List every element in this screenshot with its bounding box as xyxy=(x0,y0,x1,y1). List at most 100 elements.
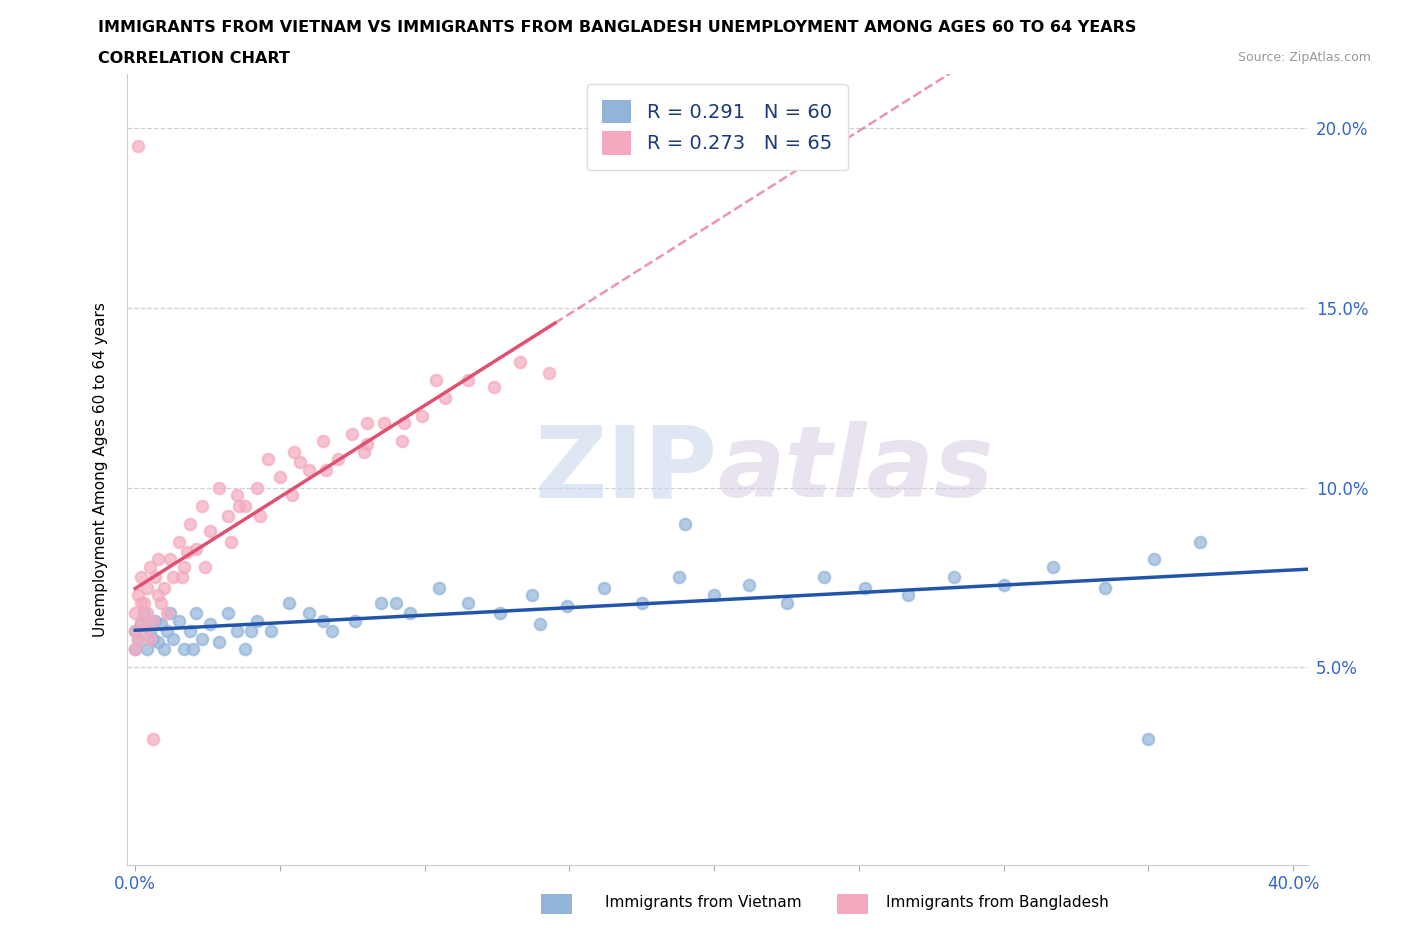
Point xyxy=(124,642,146,657)
Point xyxy=(217,509,239,524)
Point xyxy=(775,595,797,610)
Point xyxy=(132,624,155,639)
Point xyxy=(240,624,263,639)
Point xyxy=(233,642,256,657)
Point xyxy=(179,624,201,639)
Point xyxy=(1143,552,1166,567)
Point xyxy=(217,606,239,621)
Point xyxy=(167,613,190,628)
Point xyxy=(298,606,321,621)
Point xyxy=(153,580,176,595)
Point xyxy=(509,354,531,369)
Point xyxy=(312,613,335,628)
Point xyxy=(1137,732,1160,747)
Point xyxy=(538,365,561,380)
Point xyxy=(148,588,170,603)
Point xyxy=(145,570,167,585)
Point xyxy=(142,732,165,747)
Point xyxy=(159,606,181,621)
Point xyxy=(138,631,160,646)
Point xyxy=(191,631,214,646)
Point xyxy=(132,606,155,621)
Point xyxy=(135,606,157,621)
Text: IMMIGRANTS FROM VIETNAM VS IMMIGRANTS FROM BANGLADESH UNEMPLOYMENT AMONG AGES 60: IMMIGRANTS FROM VIETNAM VS IMMIGRANTS FR… xyxy=(98,20,1137,35)
Legend: R = 0.291   N = 60, R = 0.273   N = 65: R = 0.291 N = 60, R = 0.273 N = 65 xyxy=(586,84,848,170)
Point xyxy=(184,606,207,621)
Point xyxy=(124,606,146,621)
Point xyxy=(129,570,152,585)
Point xyxy=(489,606,512,621)
Point xyxy=(200,524,222,538)
Point xyxy=(853,580,876,595)
Point xyxy=(668,570,690,585)
Point xyxy=(321,624,343,639)
Point xyxy=(943,570,966,585)
Point xyxy=(738,578,761,592)
Point xyxy=(184,541,207,556)
Point xyxy=(225,624,247,639)
Point xyxy=(356,437,378,452)
Point xyxy=(433,391,456,405)
Text: atlas: atlas xyxy=(717,421,994,518)
Point xyxy=(150,617,173,631)
Point xyxy=(326,451,349,466)
Point xyxy=(200,617,222,631)
Text: Immigrants from Bangladesh: Immigrants from Bangladesh xyxy=(886,895,1108,910)
Point xyxy=(142,613,165,628)
Point xyxy=(673,516,696,531)
Point xyxy=(127,588,149,603)
Point xyxy=(356,416,378,431)
Point xyxy=(520,588,543,603)
Point xyxy=(399,606,422,621)
Point xyxy=(225,487,247,502)
Point xyxy=(135,580,157,595)
Point xyxy=(135,642,157,657)
Point xyxy=(233,498,256,513)
Point xyxy=(148,552,170,567)
Point xyxy=(315,462,337,477)
Point xyxy=(156,624,179,639)
Point xyxy=(411,408,433,423)
Point xyxy=(208,480,231,495)
Point xyxy=(703,588,725,603)
Point xyxy=(150,595,173,610)
Point xyxy=(156,606,179,621)
Point xyxy=(280,487,302,502)
Point xyxy=(246,480,269,495)
Point xyxy=(129,595,152,610)
Point xyxy=(813,570,835,585)
Point xyxy=(269,470,291,485)
Point xyxy=(277,595,299,610)
Point xyxy=(179,516,201,531)
Point xyxy=(176,545,198,560)
Point xyxy=(167,534,190,549)
Point xyxy=(208,634,231,649)
Point xyxy=(173,559,195,574)
Point xyxy=(170,570,193,585)
Text: Immigrants from Vietnam: Immigrants from Vietnam xyxy=(605,895,801,910)
Point xyxy=(993,578,1015,592)
Point xyxy=(124,642,146,657)
Point xyxy=(138,559,160,574)
Text: Source: ZipAtlas.com: Source: ZipAtlas.com xyxy=(1237,51,1371,64)
Point xyxy=(344,613,367,628)
Point xyxy=(457,372,479,387)
Point xyxy=(159,552,181,567)
Point xyxy=(129,617,152,631)
Point xyxy=(145,613,167,628)
Point xyxy=(482,379,505,394)
Point xyxy=(897,588,920,603)
Point xyxy=(162,570,184,585)
Point xyxy=(138,624,160,639)
Point xyxy=(127,139,149,153)
Point xyxy=(457,595,479,610)
Point xyxy=(353,445,375,459)
Point xyxy=(312,433,335,448)
Point xyxy=(249,509,271,524)
Point xyxy=(246,613,269,628)
Point xyxy=(425,372,447,387)
Point xyxy=(219,534,242,549)
Y-axis label: Unemployment Among Ages 60 to 64 years: Unemployment Among Ages 60 to 64 years xyxy=(93,302,108,637)
Point xyxy=(1042,559,1064,574)
Point xyxy=(342,426,364,441)
